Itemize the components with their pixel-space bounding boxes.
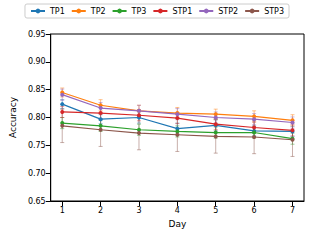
svg-text:0.70: 0.70: [28, 169, 46, 178]
svg-text:STP2: STP2: [218, 7, 238, 16]
svg-text:0.65: 0.65: [28, 197, 46, 206]
svg-text:0.80: 0.80: [28, 113, 46, 122]
svg-text:TP3: TP3: [131, 7, 147, 16]
svg-text:TP1: TP1: [49, 7, 65, 16]
svg-text:3: 3: [136, 206, 141, 215]
svg-text:STP3: STP3: [264, 7, 284, 16]
svg-text:4: 4: [175, 206, 180, 215]
svg-text:5: 5: [213, 206, 218, 215]
svg-text:0.90: 0.90: [28, 57, 46, 66]
svg-text:0.95: 0.95: [28, 30, 46, 39]
svg-text:0.75: 0.75: [28, 141, 46, 150]
svg-text:Day: Day: [168, 219, 186, 229]
svg-text:TP2: TP2: [90, 7, 106, 16]
svg-text:7: 7: [290, 206, 295, 215]
svg-text:0.85: 0.85: [28, 85, 46, 94]
svg-text:Accuracy: Accuracy: [8, 96, 18, 138]
svg-text:2: 2: [98, 206, 103, 215]
svg-text:STP1: STP1: [172, 7, 192, 16]
svg-text:6: 6: [252, 206, 257, 215]
svg-text:1: 1: [60, 206, 65, 215]
